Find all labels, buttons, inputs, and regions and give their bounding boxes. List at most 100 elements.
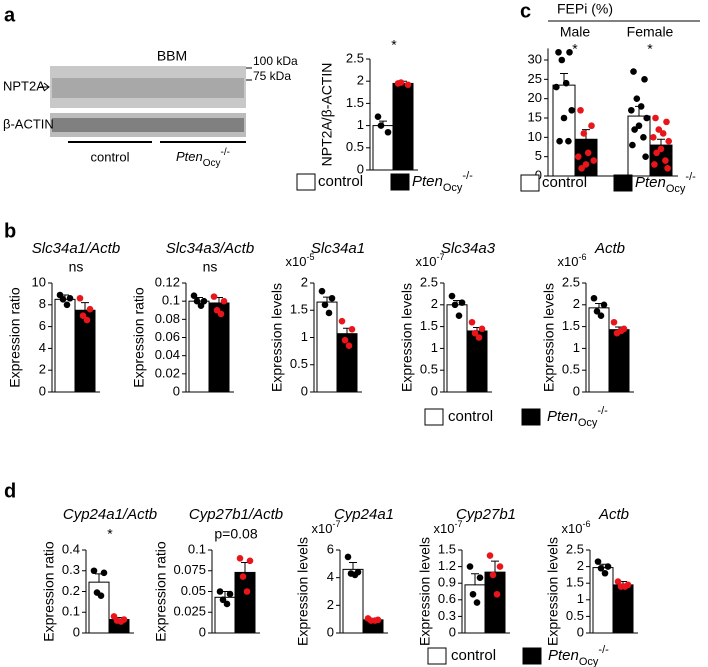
data-point bbox=[630, 68, 637, 75]
data-point bbox=[458, 299, 466, 306]
data-point bbox=[466, 563, 474, 570]
data-point bbox=[641, 76, 648, 83]
y-tick-label: 1.5 bbox=[438, 541, 456, 556]
y-tick-label: 1.5 bbox=[566, 575, 584, 590]
data-point bbox=[63, 301, 71, 309]
data-point bbox=[496, 563, 504, 570]
data-point bbox=[468, 318, 476, 326]
data-point bbox=[321, 301, 329, 309]
y-tick-label: 0.075 bbox=[173, 562, 206, 577]
gene-title: Cyp24a1/Actb bbox=[63, 506, 157, 523]
y-axis-label: Expression ratio bbox=[131, 287, 147, 388]
data-point bbox=[223, 600, 231, 608]
y-scale-base: x10 bbox=[416, 254, 437, 269]
legend-sup: -/- bbox=[685, 171, 696, 183]
y-tick-label: 15 bbox=[528, 109, 542, 124]
legend-label: control bbox=[448, 408, 493, 425]
data-point bbox=[193, 297, 201, 305]
y-axis-label: Expression levels bbox=[399, 283, 415, 392]
y-tick-label: 1.5 bbox=[346, 95, 364, 110]
data-point bbox=[197, 302, 205, 310]
y-tick-label: 6 bbox=[327, 541, 334, 556]
y-tick-label: 1.5 bbox=[420, 318, 438, 333]
legend-text: Pten bbox=[548, 647, 579, 664]
legend-label: control bbox=[542, 174, 587, 191]
marker-tick bbox=[246, 67, 252, 81]
y-tick-label: 20 bbox=[528, 90, 542, 105]
y-tick-label: 0.1 bbox=[188, 541, 206, 556]
y-tick-label: 0.12 bbox=[155, 274, 180, 289]
significance: * bbox=[391, 37, 397, 53]
y-tick-label: 0.5 bbox=[420, 362, 438, 377]
y-tick-label: 1.2 bbox=[438, 558, 456, 573]
y-tick-label: 0 bbox=[573, 383, 580, 398]
data-point bbox=[404, 81, 412, 89]
y-tick-label: 2.5 bbox=[420, 274, 438, 289]
y-tick-label: 2.5 bbox=[566, 541, 584, 556]
y-axis-label: Expression levels bbox=[269, 283, 285, 392]
y-tick-label: 2.5 bbox=[346, 50, 364, 65]
gene-title: Slc34a3 bbox=[441, 240, 496, 257]
y-tick-label: 0.5 bbox=[562, 362, 580, 377]
y-tick-label: 10 bbox=[528, 129, 542, 144]
y-tick-label: 0 bbox=[301, 383, 308, 398]
y-tick-label: 1.5 bbox=[562, 318, 580, 333]
y-tick-label: 8 bbox=[39, 296, 46, 311]
y-scale-exponent: -5 bbox=[306, 252, 314, 262]
significance: p=0.08 bbox=[214, 526, 257, 542]
error-bar bbox=[657, 138, 665, 146]
bar bbox=[234, 571, 256, 634]
y-tick-label: 1 bbox=[357, 117, 364, 132]
marker-label: 100 kDa bbox=[253, 54, 298, 68]
y-tick-label: 0 bbox=[199, 624, 206, 639]
y-tick-label: 1 bbox=[573, 340, 580, 355]
data-point bbox=[493, 590, 501, 598]
bar bbox=[484, 571, 506, 634]
legend-text: control bbox=[542, 174, 587, 191]
data-point bbox=[117, 618, 125, 625]
y-tick-label: 0.5 bbox=[290, 356, 308, 371]
data-point bbox=[663, 118, 670, 126]
data-point bbox=[344, 553, 352, 561]
legend-sub: Ocy bbox=[579, 656, 599, 667]
data-point bbox=[582, 161, 590, 168]
y-tick-label: 0.1 bbox=[162, 293, 180, 308]
y-axis-label: Expression ratio bbox=[153, 541, 169, 642]
bar bbox=[608, 329, 630, 393]
legend-sub: Ocy bbox=[443, 182, 463, 194]
data-point bbox=[220, 297, 228, 305]
gene-title: Actb bbox=[594, 240, 625, 257]
data-point bbox=[243, 588, 251, 595]
data-point bbox=[575, 153, 582, 160]
y-tick-label: 2 bbox=[431, 296, 438, 311]
data-point bbox=[635, 122, 643, 130]
y-axis-label: Expression levels bbox=[295, 537, 311, 646]
y-scale-exponent: -6 bbox=[582, 519, 590, 529]
legend-label: control bbox=[451, 647, 496, 664]
y-tick-label: 0.1 bbox=[62, 604, 80, 619]
error-bar bbox=[241, 561, 249, 573]
data-point bbox=[325, 309, 333, 317]
data-point bbox=[76, 294, 84, 302]
data-point bbox=[560, 114, 568, 122]
legend-label: PtenOcy-/- bbox=[412, 170, 473, 194]
legend-label: PtenOcy-/- bbox=[548, 644, 609, 667]
gene-title: Slc34a1 bbox=[311, 240, 365, 257]
y-scale: x10-6 bbox=[558, 252, 587, 269]
data-point bbox=[556, 137, 563, 145]
data-point bbox=[471, 329, 479, 337]
blot-band-label: NPT2A bbox=[3, 78, 45, 93]
blot-group-label: control bbox=[90, 149, 129, 164]
data-point bbox=[451, 301, 459, 309]
bar bbox=[188, 300, 210, 393]
legend-swatch bbox=[424, 408, 444, 426]
y-scale-exponent: -7 bbox=[436, 252, 444, 262]
y-tick-label: 1 bbox=[301, 329, 308, 344]
data-point bbox=[562, 79, 570, 87]
error-bar bbox=[491, 560, 499, 573]
significance: * bbox=[572, 41, 578, 57]
data-point bbox=[652, 114, 659, 122]
y-tick-label: 0.6 bbox=[438, 591, 456, 606]
y-tick-label: 0 bbox=[39, 383, 46, 398]
